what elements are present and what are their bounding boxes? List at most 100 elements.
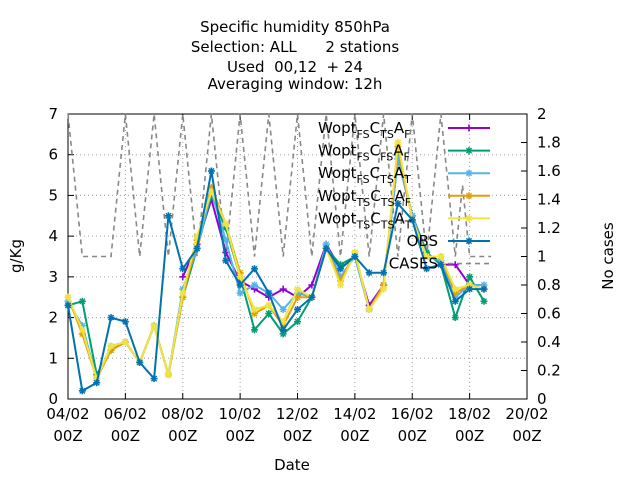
y-tick-label: 7 <box>48 105 58 123</box>
legend-marker <box>465 147 473 154</box>
data-point <box>222 237 229 244</box>
data-point <box>222 257 229 264</box>
legend-label-subscript: T <box>403 173 411 186</box>
data-point <box>150 322 158 329</box>
series-line <box>67 170 484 393</box>
data-point <box>179 290 186 297</box>
plot-area <box>64 113 492 395</box>
legend-label-subscript: TS <box>380 196 395 209</box>
legend-marker <box>465 170 473 177</box>
data-point <box>193 245 201 252</box>
legend-label-subscript: FS <box>357 128 370 141</box>
legend-label-part: C <box>370 209 380 227</box>
data-point <box>366 306 373 313</box>
legend-item: WoptFSCTSAT <box>318 164 490 186</box>
title-line-4: Averaging window: 12h <box>208 75 383 93</box>
data-point <box>79 326 86 333</box>
x-tick-label-day: 16/02 <box>391 405 434 423</box>
data-point <box>323 245 330 252</box>
data-point <box>452 314 459 321</box>
data-point <box>452 298 459 305</box>
legend-label: OBS <box>407 232 438 250</box>
x-tick-label-day: 12/02 <box>276 405 319 423</box>
data-point <box>294 285 301 293</box>
legend-label-subscript: F <box>404 151 410 164</box>
data-point <box>265 302 272 309</box>
y2-tick-label: 0.4 <box>537 333 561 351</box>
data-point <box>237 281 244 289</box>
legend-marker <box>465 237 473 245</box>
legend-item: CASES <box>389 255 490 273</box>
data-point <box>409 216 416 223</box>
data-point <box>265 310 272 317</box>
legend-label: WoptTSCTSAT <box>318 209 412 231</box>
y-tick-label: 4 <box>48 227 58 245</box>
legend-label-part: Wopt <box>318 187 357 205</box>
data-point <box>366 269 373 276</box>
data-point <box>64 302 72 309</box>
data-point <box>251 326 258 333</box>
y-tick-label: 0 <box>48 390 58 408</box>
legend-item: WoptTSCTSAF <box>318 187 490 209</box>
data-point <box>251 306 258 313</box>
y2-tick-label: 1.4 <box>537 191 561 209</box>
legend-label-part: C <box>370 142 380 160</box>
data-point <box>423 265 430 272</box>
x-tick-label-hour: 00Z <box>340 427 369 445</box>
legend-label: WoptFSCFSAF <box>318 142 410 164</box>
axes: 0 1 2 3 4 5 6 7 0 0.2 0.4 0.6 0.8 1 1.2 1.4 1.6 1.8 2 04/02… <box>46 105 560 445</box>
x-tick-label-hour: 00Z <box>111 427 140 445</box>
legend-label-subscript: T <box>404 218 412 231</box>
legend: WoptFSCTSAFWoptFSCFSAFWoptFSCTSATWoptTSC… <box>318 119 490 273</box>
data-point <box>179 265 186 272</box>
data-point <box>122 318 129 325</box>
x-tick-label-day: 06/02 <box>104 405 147 423</box>
data-point <box>437 261 445 268</box>
data-point <box>294 294 301 301</box>
data-point <box>294 318 301 325</box>
data-point <box>394 200 402 207</box>
data-point <box>337 281 344 289</box>
x-axis-label: Date <box>274 456 310 474</box>
legend-label-subscript: FS <box>357 151 370 164</box>
legend-label: WoptFSCTSAT <box>318 164 411 186</box>
data-point <box>466 285 473 293</box>
data-point <box>423 253 430 260</box>
data-point <box>222 220 229 228</box>
legend-item: OBS <box>407 232 490 250</box>
x-tick-label-hour: 00Z <box>455 427 484 445</box>
data-point <box>64 294 72 301</box>
y-axis-label: g/Kg <box>7 239 25 273</box>
data-point <box>380 285 387 293</box>
legend-label-subscript: FS <box>357 173 370 186</box>
legend-label-subscript: TS <box>379 173 394 186</box>
plot-border <box>67 113 528 400</box>
y2-tick-label: 1.6 <box>537 162 561 180</box>
y-tick-label: 1 <box>48 349 58 367</box>
data-point <box>208 167 215 175</box>
x-tick-label-day: 18/02 <box>448 405 491 423</box>
data-point <box>351 253 358 260</box>
data-point <box>136 359 143 366</box>
x-tick-label-hour: 00Z <box>283 427 312 445</box>
data-point <box>308 294 315 301</box>
legend-item: WoptFSCFSAF <box>318 142 490 164</box>
legend-label-part: C <box>370 187 380 205</box>
x-tick-label-hour: 00Z <box>225 427 254 445</box>
y2-tick-label: 1.2 <box>537 219 561 237</box>
data-point <box>107 342 115 350</box>
chart-title: Specific humidity 850hPa Selection: ALL … <box>191 18 399 93</box>
data-point <box>280 306 287 313</box>
data-point <box>208 188 215 195</box>
y-tick-label: 5 <box>48 186 58 204</box>
grid <box>68 114 527 399</box>
data-point <box>251 265 258 272</box>
y2-tick-label: 0.6 <box>537 305 561 323</box>
legend-label: CASES <box>389 255 438 273</box>
series-6 <box>64 167 488 395</box>
data-point <box>237 273 244 280</box>
data-point <box>150 375 158 382</box>
y-tick-label: 6 <box>48 146 58 164</box>
legend-label-part: Wopt <box>318 142 357 160</box>
